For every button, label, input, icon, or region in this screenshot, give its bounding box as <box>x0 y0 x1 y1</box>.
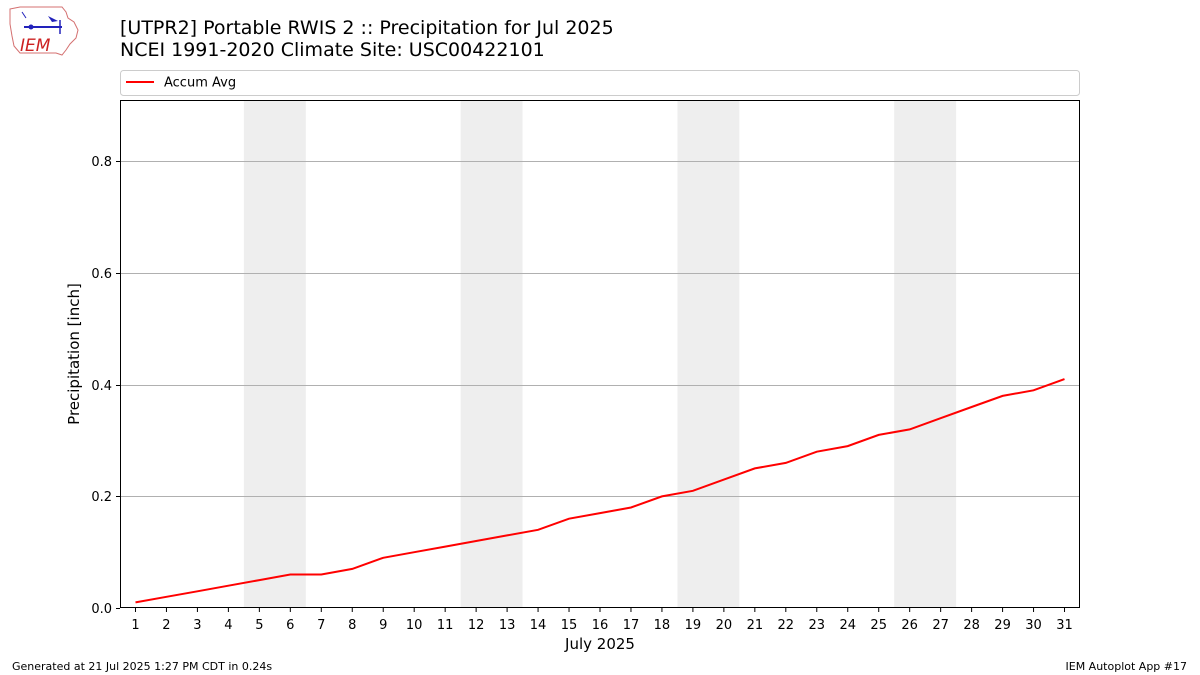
x-tick-label: 17 <box>623 618 640 633</box>
x-tick-label: 27 <box>932 618 949 633</box>
x-tick-label: 14 <box>530 618 547 633</box>
x-tick-label: 24 <box>839 618 856 633</box>
x-tick-label: 29 <box>994 618 1011 633</box>
legend: Accum Avg <box>120 70 1080 96</box>
x-axis-label: July 2025 <box>564 635 635 653</box>
x-tick-label: 9 <box>379 618 387 633</box>
x-tick-label: 28 <box>963 618 980 633</box>
x-tick-label: 26 <box>901 618 918 633</box>
x-tick-label: 8 <box>348 618 356 633</box>
x-tick-label: 15 <box>561 618 578 633</box>
x-tick-label: 7 <box>317 618 325 633</box>
x-tick-label: 25 <box>870 618 887 633</box>
chart-title-line2: NCEI 1991-2020 Climate Site: USC00422101 <box>120 39 545 61</box>
y-tick-label: 0.4 <box>91 379 112 394</box>
x-tick-label: 23 <box>809 618 826 633</box>
x-tick-label: 2 <box>162 618 170 633</box>
chart-title-line1: [UTPR2] Portable RWIS 2 :: Precipitation… <box>120 17 614 39</box>
x-tick-label: 12 <box>468 618 485 633</box>
x-tick-label: 20 <box>716 618 733 633</box>
y-tick-label: 0.8 <box>91 155 112 170</box>
x-tick-label: 31 <box>1056 618 1073 633</box>
x-tick-label: 30 <box>1025 618 1042 633</box>
y-tick-label: 0.2 <box>91 490 112 505</box>
x-tick-label: 11 <box>437 618 454 633</box>
y-axis-label: Precipitation [inch] <box>65 283 83 425</box>
y-tick-label: 0.6 <box>91 267 112 282</box>
logo-text: IEM <box>20 36 51 56</box>
weekend-band <box>677 100 740 608</box>
x-tick-label: 5 <box>255 618 263 633</box>
x-tick-label: 4 <box>224 618 232 633</box>
plot-frame <box>120 100 1080 608</box>
x-tick-label: 21 <box>747 618 764 633</box>
iem-logo: IEM <box>9 6 79 56</box>
x-tick-label: 6 <box>286 618 294 633</box>
weekend-band <box>460 100 523 608</box>
x-tick-label: 1 <box>131 618 139 633</box>
x-tick-label: 3 <box>193 618 201 633</box>
accum-avg-line <box>135 378 1065 604</box>
x-tick-label: 16 <box>592 618 609 633</box>
x-tick-label: 18 <box>654 618 671 633</box>
weekend-band <box>894 100 957 608</box>
weekend-band <box>243 100 306 608</box>
chart-title: [UTPR2] Portable RWIS 2 :: Precipitation… <box>120 17 614 61</box>
x-tick-label: 19 <box>685 618 702 633</box>
footer-generated: Generated at 21 Jul 2025 1:27 PM CDT in … <box>12 660 273 673</box>
x-tick-label: 10 <box>406 618 423 633</box>
x-tick-label: 13 <box>499 618 516 633</box>
footer-app: IEM Autoplot App #17 <box>1065 660 1188 673</box>
y-tick-label: 0.0 <box>91 602 112 617</box>
x-tick-label: 22 <box>778 618 795 633</box>
legend-label-accum-avg: Accum Avg <box>164 76 236 91</box>
